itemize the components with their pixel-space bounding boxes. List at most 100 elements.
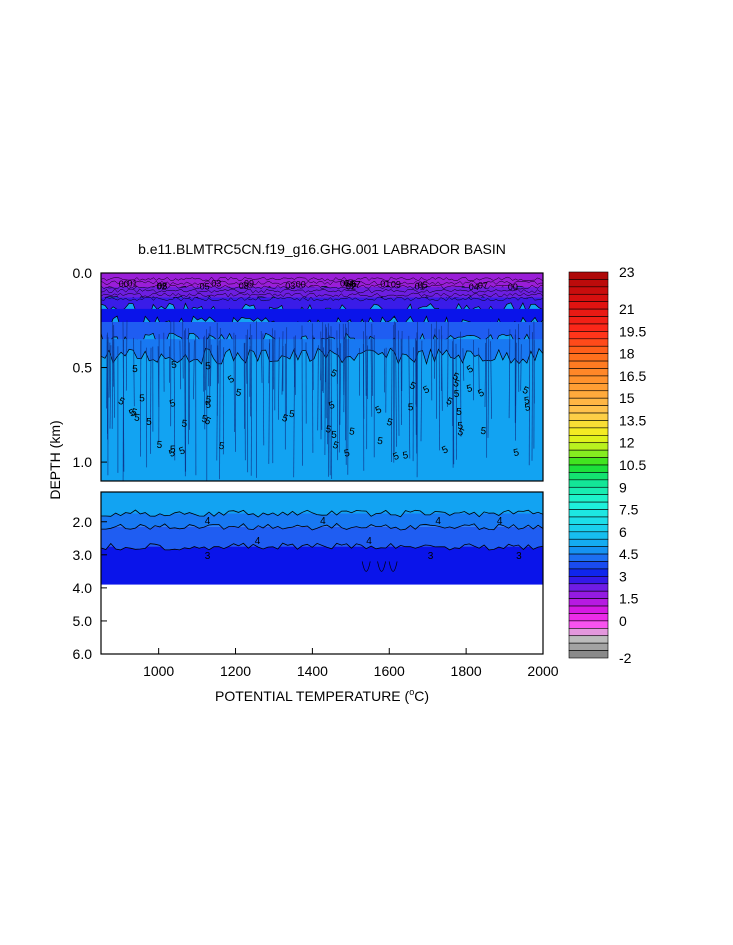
contour-line	[182, 320, 184, 379]
contour-label: 05	[418, 280, 428, 290]
contour-label: 4	[435, 516, 441, 527]
contour-line	[184, 330, 186, 477]
contour-label: 5	[133, 412, 141, 424]
x-tick-label: 1800	[451, 663, 482, 679]
contour-line	[317, 345, 319, 431]
contour-line	[362, 343, 365, 419]
contour-label: 02	[346, 282, 356, 292]
colorbar-label: 9	[619, 479, 627, 495]
contour-label: 5	[201, 414, 209, 426]
contour-label: 5	[205, 394, 212, 406]
contour-label: 3	[428, 551, 434, 562]
colorbar-label: 10.5	[619, 457, 646, 473]
contour-line	[408, 335, 411, 459]
colorbar-box	[568, 390, 609, 399]
depth-band	[101, 297, 543, 319]
contour-label: 5	[520, 385, 530, 398]
contour-line	[388, 561, 398, 572]
colorbar-box	[568, 286, 609, 295]
contour-line	[320, 338, 322, 381]
contour-label: 5	[171, 360, 178, 371]
contour-label: 01	[127, 279, 137, 289]
contour-line	[281, 331, 284, 395]
colorbar-box	[568, 576, 609, 585]
colorbar-label: 6	[619, 524, 627, 540]
contour-label: 5	[329, 368, 339, 381]
contour-label: 5	[512, 447, 520, 459]
contour-line	[193, 340, 195, 400]
contour-line	[262, 333, 265, 446]
contour-label: 4	[320, 516, 326, 527]
colorbar-box	[568, 435, 609, 444]
colorbar-label: 13.5	[619, 412, 646, 428]
contour-line	[508, 329, 511, 419]
contour-label: 5	[466, 383, 474, 395]
contour-line	[112, 322, 114, 387]
contour-label: 01	[380, 279, 390, 289]
contour-label: 5	[454, 389, 460, 400]
contour-line	[101, 522, 543, 531]
x-tick-label: 1600	[374, 663, 405, 679]
contour-label: 07	[351, 280, 361, 290]
contour-line	[370, 336, 373, 417]
y-tick-label: 0.5	[73, 360, 93, 376]
contour-line	[441, 325, 443, 411]
x-tick-label: 2000	[527, 663, 558, 679]
contour-label: 5	[132, 364, 138, 375]
contour-line	[101, 347, 543, 366]
colorbar-box	[568, 472, 609, 481]
colorbar-label: 1.5	[619, 591, 639, 607]
colorbar-box	[568, 383, 609, 392]
colorbar-label: 12	[619, 435, 635, 451]
contour-label: 5	[374, 404, 384, 417]
x-tick-label: 1000	[143, 663, 174, 679]
contour-line	[490, 341, 492, 419]
colorbar-box	[568, 279, 609, 288]
contour-label: 04	[469, 282, 479, 292]
contour-label: 5	[480, 426, 487, 438]
colorbar-box	[568, 524, 609, 533]
contour-line	[415, 338, 417, 435]
contour-line	[113, 324, 115, 418]
contour-line	[478, 347, 480, 393]
contour-label: 5	[170, 444, 176, 455]
contour-line	[342, 323, 345, 396]
contour-label: 5	[456, 407, 462, 418]
contour-line	[336, 330, 339, 461]
contour-line	[268, 339, 271, 464]
contour-line	[101, 296, 543, 302]
contour-label: 05	[200, 281, 210, 291]
contour-line	[219, 327, 221, 480]
contour-label: 03	[211, 278, 221, 288]
x-tick-label: 1200	[220, 663, 251, 679]
x-axis-label: POTENTIAL TEMPERATURE (oC)	[215, 687, 429, 704]
contour-line	[447, 321, 449, 408]
contour-label: 4	[255, 536, 261, 547]
contour-label: 5	[440, 444, 450, 457]
contour-label: 5	[524, 395, 531, 407]
contour-label: 5	[524, 402, 532, 414]
depth-band	[101, 546, 543, 585]
colorbar-box	[568, 338, 609, 347]
contour-line	[484, 342, 487, 408]
contour-line	[106, 334, 108, 409]
colorbar-box	[568, 427, 609, 436]
y-tick-label: 3.0	[73, 547, 93, 563]
contour-line	[101, 284, 543, 290]
contour-label: 04	[344, 279, 354, 289]
contour-label: 01	[415, 281, 425, 291]
contour-label: 5	[331, 440, 340, 452]
contour-line	[520, 344, 522, 391]
contour-line	[101, 542, 543, 551]
y-tick-label: 2.0	[73, 514, 93, 530]
depth-band	[101, 507, 543, 517]
contour-line	[397, 330, 400, 436]
contour-line	[150, 347, 152, 454]
contour-label: 08	[157, 281, 167, 291]
colorbar-box	[568, 420, 609, 429]
colorbar-box	[568, 613, 609, 622]
colorbar-box	[568, 271, 609, 280]
contour-label: 5	[280, 413, 290, 425]
contour-label: 09	[244, 279, 254, 289]
contour-label: 00	[296, 280, 306, 290]
